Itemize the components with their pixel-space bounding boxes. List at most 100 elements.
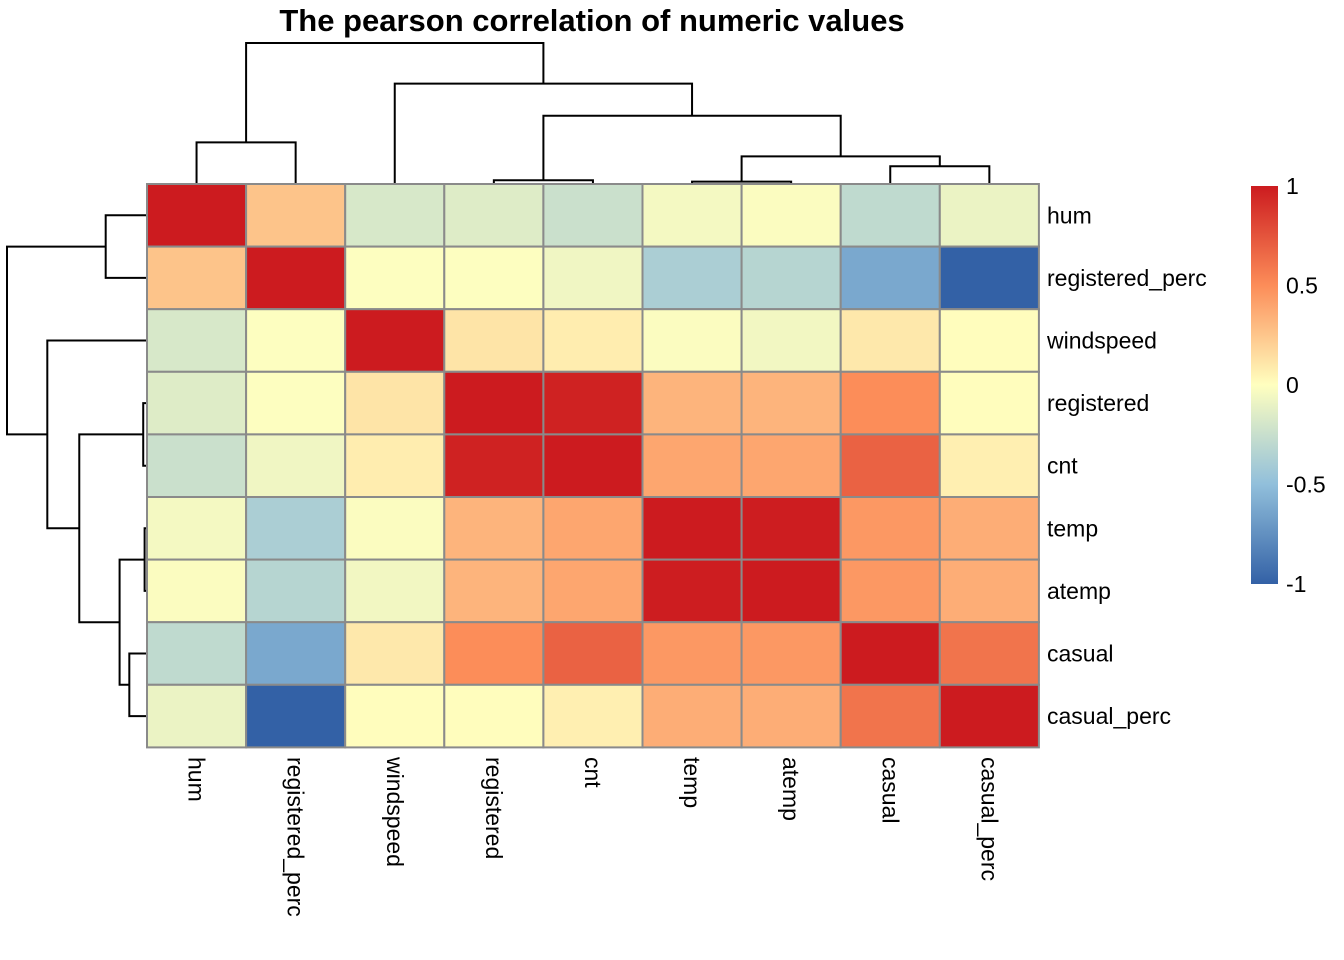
heatmap-cell-casual-windspeed [344,621,446,686]
heatmap-cell-casual-hum [146,621,248,686]
heatmap-cell-windspeed-casual [839,308,941,373]
column-label: hum [184,757,210,802]
heatmap-cells [146,183,1040,749]
column-label: cnt [580,757,606,788]
heatmap-cell-cnt-casual [839,433,941,498]
row-dendrogram [6,214,146,718]
heatmap-cell-casual-registered [443,621,545,686]
heatmap-cell-casual-casual_perc [938,621,1040,686]
heatmap-cell-temp-registered_perc [245,496,347,561]
dendrogram-branch [245,42,545,143]
heatmap-cell-atemp-cnt [542,558,644,624]
dendrogram-branch [128,652,146,718]
heatmap-cell-casual_perc-cnt [542,683,644,749]
dendrogram-branch [393,82,694,183]
heatmap-cell-registered-cnt [542,370,644,436]
dendrogram-branch [889,165,991,183]
heatmap-cell-casual-casual [839,621,941,686]
row-label: casual [1047,641,1113,667]
heatmap-cell-atemp-registered [443,558,545,624]
heatmap-cell-casual_perc-hum [146,683,248,749]
heatmap-cell-atemp-windspeed [344,558,446,624]
heatmap-cell-windspeed-cnt [542,308,644,373]
dendrogram-branch [740,155,941,182]
row-label: hum [1047,202,1092,228]
heatmap-cell-hum-hum [146,183,248,248]
heatmap-cell-hum-atemp [740,183,842,248]
dendrogram-branch [46,339,146,530]
heatmap-cell-atemp-temp [641,558,743,624]
heatmap-cell-atemp-casual [839,558,941,624]
heatmap-cell-temp-casual_perc [938,496,1040,561]
heatmap-cell-temp-registered [443,496,545,561]
heatmap-cell-casual-registered_perc [245,621,347,686]
heatmap-cell-temp-temp [641,496,743,561]
dendrogram-branch [104,214,146,279]
heatmap-cell-registered-registered_perc [245,370,347,436]
heatmap-cell-cnt-registered_perc [245,433,347,498]
dendrogram-branch [542,114,842,181]
heatmap-cell-temp-windspeed [344,496,446,561]
heatmap-cell-registered-temp [641,370,743,436]
heatmap-cell-windspeed-casual_perc [938,308,1040,373]
heatmap-cell-windspeed-registered_perc [245,308,347,373]
legend-tick-label: 0 [1286,372,1299,398]
column-label: registered [481,757,507,859]
heatmap-cell-hum-casual_perc [938,183,1040,248]
heatmap-cell-hum-temp [641,183,743,248]
row-label: cnt [1047,453,1078,479]
heatmap-cell-registered-atemp [740,370,842,436]
column-label: casual [877,757,903,823]
heatmap-cell-registered_perc-atemp [740,245,842,311]
heatmap-cell-casual_perc-casual [839,683,941,749]
heatmap-cell-hum-cnt [542,183,644,248]
dendrogram-branch [6,245,106,436]
heatmap-cell-windspeed-registered [443,308,545,373]
row-label: windspeed [1046,328,1157,354]
legend-tick-label: -0.5 [1286,472,1326,498]
heatmap-cell-cnt-windspeed [344,433,446,498]
legend-tick-label: 1 [1286,173,1299,199]
heatmap-cell-cnt-casual_perc [938,433,1040,498]
heatmap-cell-casual_perc-atemp [740,683,842,749]
legend-color-bar [1251,186,1278,584]
heatmap-cell-windspeed-hum [146,308,248,373]
column-dendrogram [195,42,991,183]
dendrogram-branch [142,402,146,467]
heatmap-cell-casual_perc-temp [641,683,743,749]
heatmap-cell-hum-windspeed [344,183,446,248]
heatmap-cell-casual_perc-registered [443,683,545,749]
dendrogram-branch [691,180,793,183]
heatmap-cell-atemp-registered_perc [245,558,347,624]
chart-title: The pearson correlation of numeric value… [279,3,904,38]
dendrogram-branch [195,141,297,183]
dendrogram-branch [118,558,145,686]
heatmap-cell-cnt-atemp [740,433,842,498]
heatmap-cell-temp-cnt [542,496,644,561]
dendrogram-branch [143,527,146,592]
heatmap-cell-windspeed-atemp [740,308,842,373]
heatmap-cell-registered_perc-registered [443,245,545,311]
row-label: registered_perc [1047,265,1207,291]
heatmap-cell-atemp-hum [146,558,248,624]
column-labels: hum registered_perc windspeed registered cnt… [184,756,1003,917]
row-label: atemp [1047,578,1111,604]
heatmap-cell-registered_perc-temp [641,245,743,311]
row-label: registered [1047,390,1149,416]
legend-tick-label: 0.5 [1286,273,1318,299]
heatmap-cell-casual_perc-casual_perc [938,683,1040,749]
heatmap-cell-hum-casual [839,183,941,248]
heatmap-cell-cnt-temp [641,433,743,498]
heatmap-cell-atemp-casual_perc [938,558,1040,624]
heatmap-cell-registered-casual_perc [938,370,1040,436]
heatmap-cell-temp-atemp [740,496,842,561]
heatmap-cell-casual_perc-registered_perc [245,683,347,749]
heatmap-cell-temp-casual [839,496,941,561]
row-label: temp [1047,515,1098,541]
heatmap-cell-casual-cnt [542,621,644,686]
heatmap-cell-registered_perc-registered_perc [245,245,347,311]
heatmap-cell-registered-casual [839,370,941,436]
heatmap-cell-atemp-atemp [740,558,842,624]
heatmap-cell-registered_perc-hum [146,245,248,311]
